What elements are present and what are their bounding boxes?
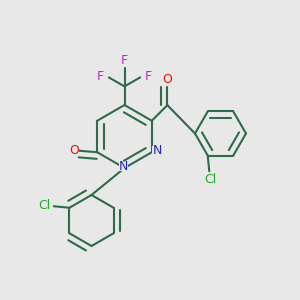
Bar	[120, 56, 129, 66]
Text: Cl: Cl	[205, 173, 217, 186]
Text: Cl: Cl	[38, 199, 50, 212]
Bar	[203, 175, 219, 184]
Text: N: N	[152, 144, 162, 157]
Bar	[163, 74, 172, 84]
Text: F: F	[97, 70, 104, 83]
Bar	[69, 146, 79, 155]
Text: N: N	[119, 160, 128, 173]
Bar	[96, 72, 105, 82]
Text: F: F	[121, 54, 128, 68]
Text: F: F	[145, 70, 152, 83]
Bar	[152, 146, 162, 155]
Bar	[36, 201, 52, 211]
Text: O: O	[69, 144, 79, 157]
Text: O: O	[162, 73, 172, 85]
Bar	[119, 162, 128, 171]
Bar	[144, 72, 153, 82]
